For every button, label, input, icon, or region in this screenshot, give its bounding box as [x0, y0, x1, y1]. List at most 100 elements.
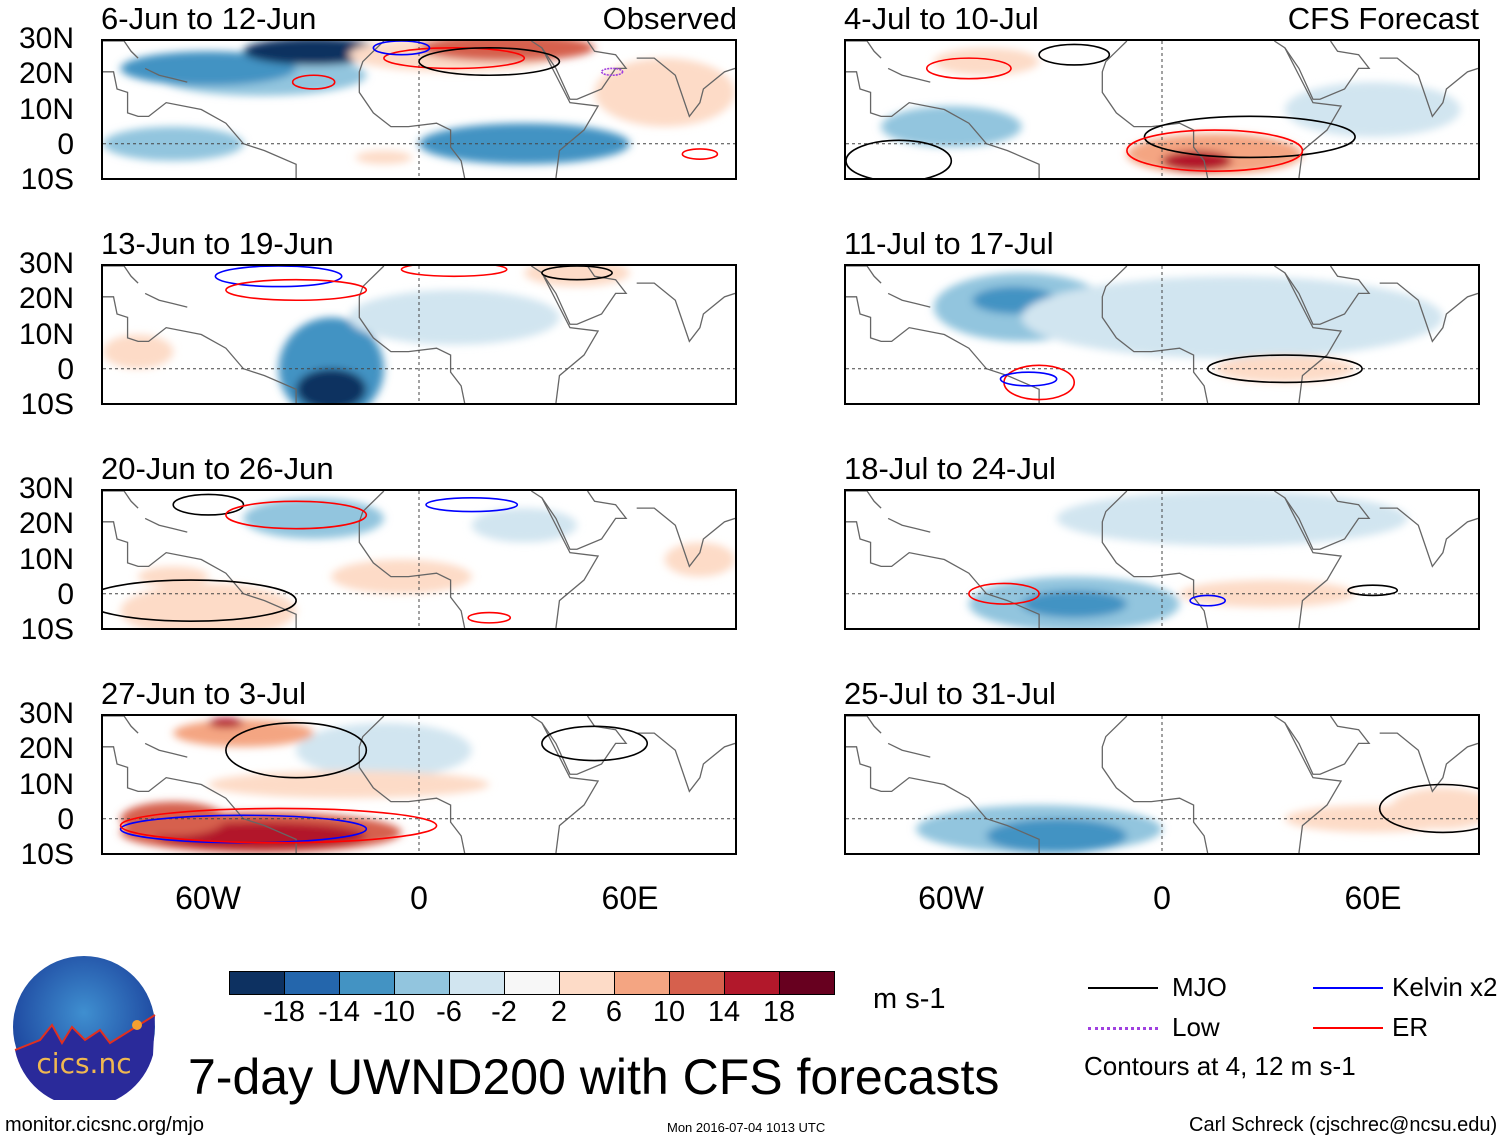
- lat-label: 20N: [18, 732, 74, 766]
- colorbar-swatch: [670, 972, 725, 994]
- lat-label: 0: [57, 577, 74, 611]
- er-contour: [121, 808, 437, 842]
- colorbar-swatch: [285, 972, 340, 994]
- anomaly-region: [103, 334, 174, 369]
- lon-label: 60E: [601, 880, 659, 916]
- coastline: [359, 716, 464, 853]
- coastline: [1380, 508, 1478, 566]
- panel-title: 6-Jun to 12-Jun: [101, 1, 317, 36]
- coastline: [103, 297, 296, 403]
- anomaly-region: [173, 719, 314, 747]
- er-contour: [682, 149, 717, 159]
- coastline: [103, 491, 138, 508]
- anomaly-region: [243, 41, 384, 65]
- colorbar-tick-label: 10: [652, 996, 686, 1028]
- coastline: [846, 522, 1039, 628]
- coastline: [637, 283, 735, 341]
- svg-text:cics.nc: cics.nc: [36, 1047, 131, 1080]
- colorbar-swatch: [560, 972, 615, 994]
- coastline: [145, 518, 187, 532]
- legend-mjo-label: MJO: [1172, 972, 1227, 1002]
- er-contour: [401, 266, 506, 276]
- lon-label: 0: [410, 880, 428, 916]
- coastline: [1380, 733, 1478, 791]
- colorbar-tick-label: -10: [373, 996, 415, 1028]
- coastline: [1102, 266, 1207, 403]
- map-panel: [844, 714, 1480, 855]
- coastline: [846, 747, 1039, 853]
- mjo-contour: [1039, 44, 1109, 65]
- anomaly-region: [208, 717, 244, 728]
- lat-label: 10N: [18, 92, 74, 126]
- colorbar-tick-label: -18: [263, 996, 305, 1028]
- lat-label: 10N: [18, 542, 74, 576]
- coastline: [531, 716, 598, 853]
- low-contour: [602, 68, 623, 75]
- coastline: [103, 41, 138, 58]
- lat-label: 30N: [18, 22, 74, 55]
- kelvin-contour: [1000, 372, 1056, 386]
- coastline: [359, 41, 464, 178]
- er-contour: [384, 48, 524, 69]
- anomaly-region: [881, 106, 1022, 148]
- coastline: [103, 747, 296, 853]
- map-panel: [101, 39, 737, 180]
- coastline: [1380, 283, 1478, 341]
- colorbar-swatch: [230, 972, 285, 994]
- coastline: [145, 68, 187, 82]
- panel-title: 27-Jun to 3-Jul: [101, 676, 307, 711]
- colorbar-swatch: [615, 972, 670, 994]
- map-panel: [101, 264, 737, 405]
- er-contour: [293, 75, 335, 89]
- lat-label: 0: [57, 802, 74, 836]
- colorbar-swatch: [340, 972, 395, 994]
- footer-url[interactable]: monitor.cicsnc.org/mjo: [5, 1114, 204, 1136]
- coastline: [145, 293, 187, 307]
- colorbar-swatch: [505, 972, 560, 994]
- anomaly-region: [524, 266, 630, 287]
- mjo-contour: [1208, 355, 1362, 382]
- colorbar: [229, 971, 835, 995]
- mjo-contour: [542, 726, 647, 760]
- map-panel: [101, 714, 737, 855]
- anomaly-region: [471, 508, 577, 543]
- observed-label: Observed: [602, 1, 737, 36]
- anomaly-region: [986, 818, 1127, 853]
- kelvin-contour: [1190, 595, 1225, 605]
- er-contour: [927, 58, 1011, 79]
- lat-label: 30N: [18, 697, 74, 730]
- anomaly-region: [296, 368, 367, 403]
- lon-label: 60W: [918, 880, 984, 916]
- coastline: [1285, 491, 1369, 549]
- coastline: [145, 743, 187, 757]
- coastline: [103, 522, 296, 628]
- colorbar-swatch: [780, 972, 834, 994]
- coastline: [637, 58, 735, 116]
- lat-label: 10S: [20, 388, 74, 421]
- colorbar-swatch: [450, 972, 505, 994]
- colorbar-tick-label: -6: [436, 996, 462, 1028]
- coastline: [542, 716, 626, 774]
- colorbar-units: m s-1: [873, 983, 946, 1015]
- colorbar-tick-label: 14: [707, 996, 741, 1028]
- lat-label: 10S: [20, 613, 74, 646]
- mjo-contour: [1144, 116, 1355, 157]
- panel-title: 4-Jul to 10-Jul: [844, 1, 1039, 36]
- coastline: [1380, 58, 1478, 116]
- map-panel: [101, 489, 737, 630]
- mjo-contour: [1380, 785, 1478, 833]
- lat-label: 20N: [18, 282, 74, 316]
- coastline: [846, 72, 1039, 178]
- colorbar-tick-label: 18: [762, 996, 796, 1028]
- mjo-contour: [542, 266, 612, 280]
- coastline: [542, 491, 626, 549]
- coastline: [103, 716, 138, 733]
- coastline: [1285, 716, 1369, 774]
- colorbar-tick-label: -2: [491, 996, 517, 1028]
- colorbar-swatch: [395, 972, 450, 994]
- lon-label: 0: [1153, 880, 1171, 916]
- coastline: [1102, 491, 1207, 628]
- panel-title: 25-Jul to 31-Jul: [844, 676, 1056, 711]
- anomaly-region: [355, 150, 412, 165]
- mjo-contour: [419, 48, 559, 75]
